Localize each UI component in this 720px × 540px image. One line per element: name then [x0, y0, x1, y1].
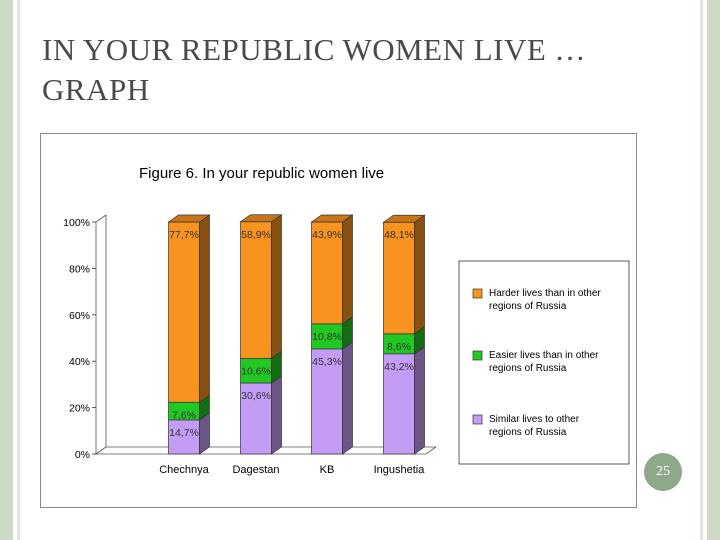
bar-segment-side: [342, 214, 353, 325]
data-label: 48,1%: [384, 229, 414, 241]
legend-label-continued: regions of Russia: [489, 363, 567, 374]
y-tick-label: 20%: [69, 403, 90, 415]
bar-segment-top: [382, 214, 426, 223]
x-tick-label: Chechnya: [159, 464, 209, 476]
data-label: 10,8%: [312, 331, 342, 343]
right-decor-bar: [707, 0, 720, 540]
bar-segment-side: [199, 214, 210, 403]
y-tick-label: 100%: [63, 217, 90, 229]
bar-segment: [240, 358, 272, 384]
bar-segment: [240, 221, 272, 359]
legend-swatch: [472, 288, 483, 299]
data-label: 43,2%: [384, 361, 414, 373]
legend-label-continued: regions of Russia: [489, 427, 567, 438]
data-label: 30,6%: [241, 390, 271, 402]
legend-label: Easier lives than in other: [489, 350, 599, 361]
data-label: 58,9%: [241, 229, 271, 241]
right-decor-line: [700, 0, 703, 540]
slide-title: IN YOUR REPUBLIC WOMEN LIVE … GRAPH: [42, 32, 587, 107]
left-decor-line: [17, 0, 20, 540]
bar-segment-top: [239, 214, 283, 223]
legend-label-continued: regions of Russia: [489, 301, 567, 312]
legend-box: [458, 260, 630, 465]
bar-segment-top: [167, 214, 211, 223]
chart-frame: Figure 6. In your republic women live 0% 2…: [40, 133, 637, 508]
data-label: 10,6%: [241, 365, 271, 377]
legend-label: Harder lives than in other: [489, 288, 601, 299]
data-label: 77,7%: [169, 229, 199, 241]
bar-segment: [311, 348, 343, 455]
y-tick-label: 0%: [75, 449, 90, 461]
x-tick-label: Dagestan: [232, 464, 279, 476]
data-label: 45,3%: [312, 356, 342, 368]
legend-swatch: [472, 350, 483, 361]
y-tick-label: 60%: [69, 310, 90, 322]
data-label: 14,7%: [169, 427, 199, 439]
bar-segment-side: [271, 375, 282, 455]
data-label: 8,6%: [387, 341, 411, 353]
bar-segment-top: [310, 214, 354, 223]
bar-segment-side: [342, 341, 353, 455]
left-decor-bar: [0, 0, 13, 540]
legend-swatch: [472, 414, 483, 425]
y-tick-label: 40%: [69, 356, 90, 368]
x-tick-label: Ingushetia: [374, 464, 426, 476]
bar-segment: [240, 382, 272, 455]
axis-side-wall: [95, 214, 107, 455]
legend-label: Similar lives to other: [489, 414, 580, 425]
y-tick-label: 80%: [69, 263, 90, 275]
data-label: 43,9%: [312, 229, 342, 241]
page-number-badge: 25: [644, 453, 682, 491]
data-label: 7,6%: [172, 409, 196, 421]
bar-segment-side: [271, 214, 282, 360]
bar-segment: [311, 221, 343, 325]
x-tick-label: KB: [320, 464, 335, 476]
bar-segment: [168, 221, 200, 403]
bar-segment-side: [414, 346, 425, 455]
stacked-bar-chart: Figure 6. In your republic women live 0% 2…: [63, 165, 630, 476]
bar-segment-side: [414, 214, 425, 335]
chart-title: Figure 6. In your republic women live: [139, 165, 384, 182]
